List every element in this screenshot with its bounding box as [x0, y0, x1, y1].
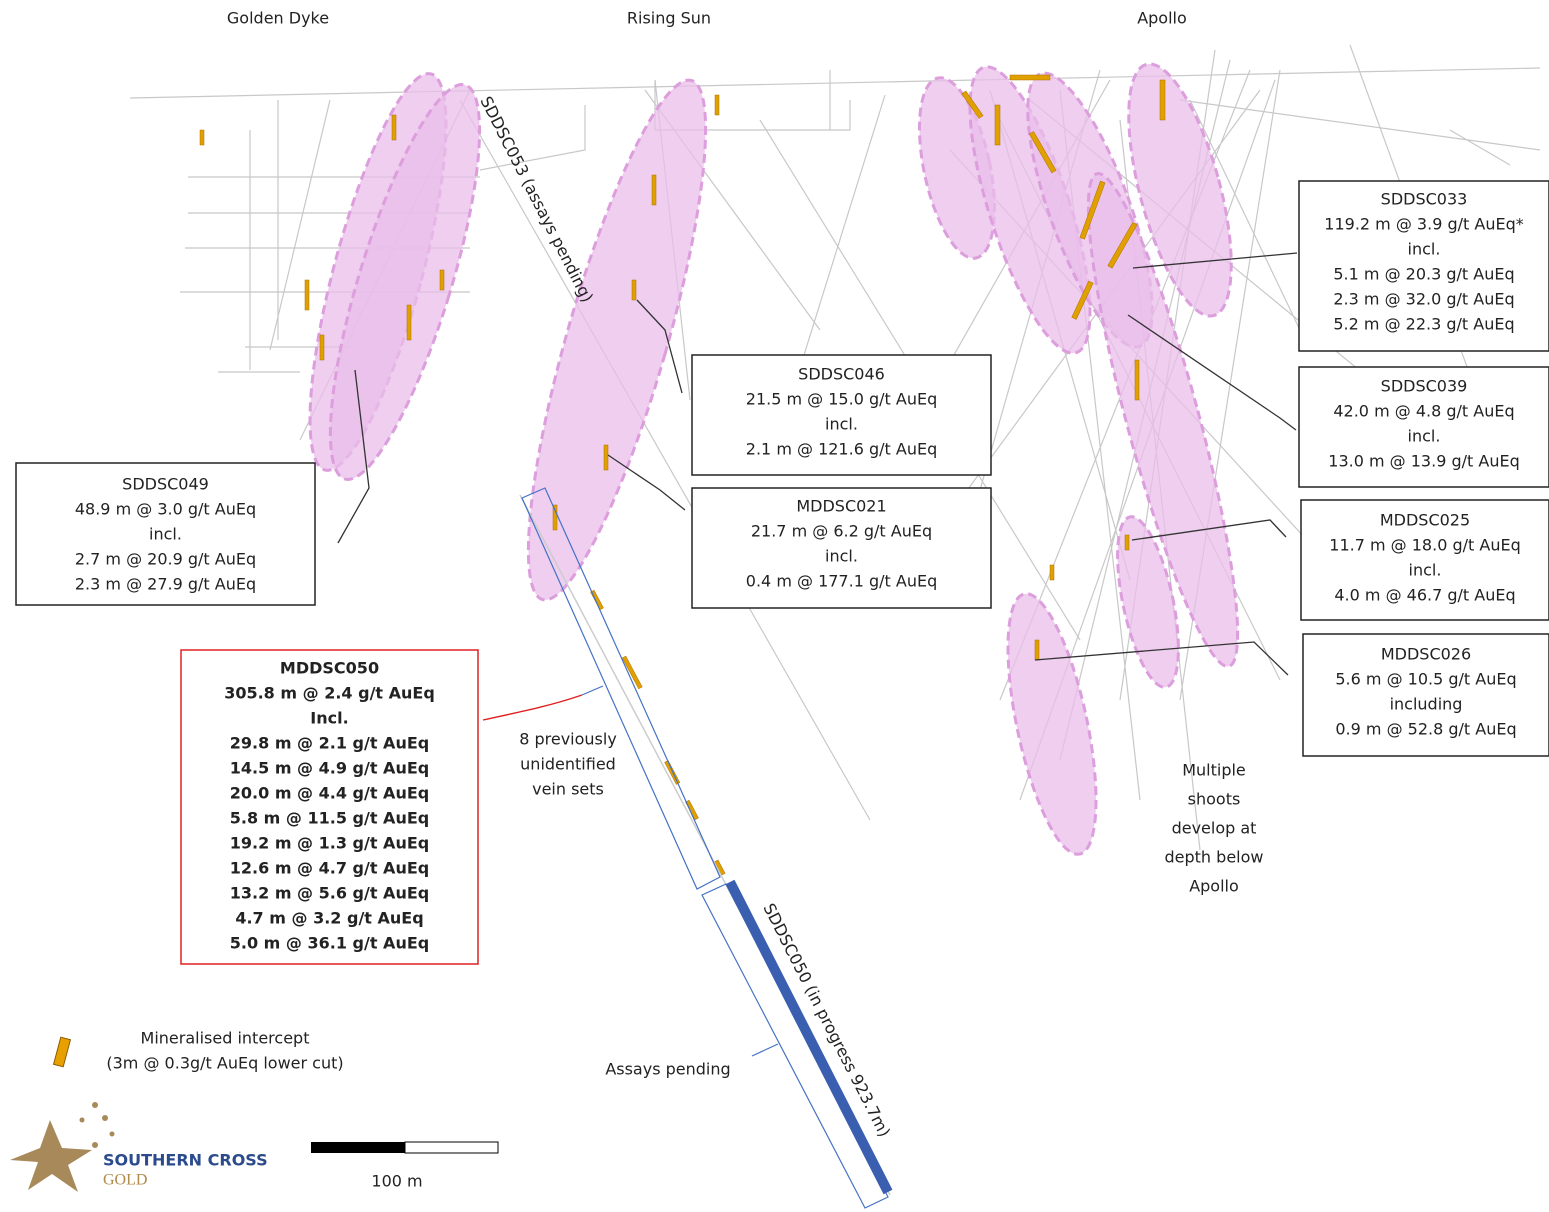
- callout-title: MDDSC025: [1380, 511, 1470, 530]
- callout-box: [1298, 366, 1549, 488]
- callout-line: incl.: [825, 415, 858, 434]
- callout-title: SDDSC049: [122, 475, 209, 494]
- annotation: vein sets: [532, 780, 604, 799]
- annotation: develop at: [1172, 819, 1257, 838]
- callout-title: SDDSC039: [1381, 377, 1468, 396]
- callout-line: 4.0 m @ 46.7 g/t AuEq: [1334, 586, 1515, 605]
- callout-line: 12.6 m @ 4.7 g/t AuEq: [230, 859, 429, 878]
- callout-line: 5.8 m @ 11.5 g/t AuEq: [230, 809, 429, 828]
- leader-lines: [337, 252, 1298, 676]
- callout-line: including: [1390, 695, 1463, 714]
- callout-line: 19.2 m @ 1.3 g/t AuEq: [230, 834, 429, 853]
- callout-box: [1300, 499, 1549, 621]
- callout-line: 42.0 m @ 4.8 g/t AuEq: [1333, 402, 1514, 421]
- legend-label: Mineralised intercept: [141, 1029, 310, 1048]
- callout-title: SDDSC046: [798, 365, 885, 384]
- callout-line: 5.6 m @ 10.5 g/t AuEq: [1335, 670, 1516, 689]
- hole-label: SDDSC050 (in progress 923.7m): [759, 900, 894, 1140]
- annotation: depth below: [1165, 848, 1264, 867]
- logo-text: SOUTHERN CROSS: [103, 1151, 268, 1170]
- callout-box: [1298, 180, 1549, 352]
- callout-line: incl.: [825, 547, 858, 566]
- prospect-label: Rising Sun: [627, 9, 711, 28]
- hole-label: SDDSC053 (assays pending): [476, 93, 597, 305]
- annotation: unidentified: [520, 755, 616, 774]
- callout-box: [691, 487, 992, 609]
- callout-title: SDDSC033: [1381, 190, 1468, 209]
- scale-label: 100 m: [371, 1172, 422, 1191]
- callout-line: 119.2 m @ 3.9 g/t AuEq*: [1324, 215, 1523, 234]
- callout-line: 29.8 m @ 2.1 g/t AuEq: [230, 734, 429, 753]
- annotation: shoots: [1188, 790, 1241, 809]
- callout-line: 13.2 m @ 5.6 g/t AuEq: [230, 884, 429, 903]
- callout-title: MDDSC050: [280, 659, 379, 678]
- callout-line: 21.5 m @ 15.0 g/t AuEq: [746, 390, 937, 409]
- legend-label: (3m @ 0.3g/t AuEq lower cut): [106, 1054, 343, 1073]
- callout-line: 4.7 m @ 3.2 g/t AuEq: [235, 909, 423, 928]
- logo: SOUTHERN CROSS GOLD: [10, 1102, 268, 1192]
- callout-line: 2.1 m @ 121.6 g/t AuEq: [746, 440, 937, 459]
- annotation: Assays pending: [605, 1060, 730, 1079]
- legend: Mineralised intercept (3m @ 0.3g/t AuEq …: [52, 1029, 344, 1073]
- callout-line: 13.0 m @ 13.9 g/t AuEq: [1328, 452, 1519, 471]
- callout-box: [15, 462, 316, 606]
- callout-line: 2.3 m @ 27.9 g/t AuEq: [75, 575, 256, 594]
- callout-line: 305.8 m @ 2.4 g/t AuEq: [224, 684, 435, 703]
- prospect-label: Apollo: [1137, 9, 1187, 28]
- annotation: Apollo: [1189, 877, 1239, 896]
- prospect-label: Golden Dyke: [227, 9, 329, 28]
- callout-line: 0.4 m @ 177.1 g/t AuEq: [746, 572, 937, 591]
- callout-line: incl.: [1408, 427, 1441, 446]
- callout-line: incl.: [149, 525, 182, 544]
- annotations: 8 previously unidentified vein sets Multipl…: [519, 730, 1263, 896]
- annotation: 8 previously: [519, 730, 617, 749]
- callout-line: 5.1 m @ 20.3 g/t AuEq: [1333, 265, 1514, 284]
- callout-line: 11.7 m @ 18.0 g/t AuEq: [1329, 536, 1520, 555]
- prospect-labels: Golden Dyke Rising Sun Apollo: [227, 9, 1187, 28]
- callout-line: incl.: [1409, 561, 1442, 580]
- callout-line: 14.5 m @ 4.9 g/t AuEq: [230, 759, 429, 778]
- callout-line: 21.7 m @ 6.2 g/t AuEq: [751, 522, 932, 541]
- logo-text: GOLD: [103, 1172, 147, 1189]
- callout-line: 5.2 m @ 22.3 g/t AuEq: [1333, 315, 1514, 334]
- callout-line: 5.0 m @ 36.1 g/t AuEq: [230, 934, 429, 953]
- callouts: SDDSC049 48.9 m @ 3.0 g/t AuEq incl. 2.7 m …: [15, 180, 1549, 965]
- callout-line: 0.9 m @ 52.8 g/t AuEq: [1335, 720, 1516, 739]
- callout-box: [1302, 633, 1549, 757]
- callout-line: 20.0 m @ 4.4 g/t AuEq: [230, 784, 429, 803]
- annotation: Multiple: [1182, 761, 1246, 780]
- scale-bar: 100 m: [311, 1141, 499, 1191]
- callout-line: Incl.: [310, 709, 348, 728]
- hole-sddsc050: [482, 487, 893, 1209]
- callout-box: [691, 354, 992, 476]
- callout-line: incl.: [1408, 240, 1441, 259]
- callout-title: MDDSC021: [796, 497, 886, 516]
- callout-box: [180, 649, 479, 965]
- callout-line: 2.3 m @ 32.0 g/t AuEq: [1333, 290, 1514, 309]
- intercepts: [199, 74, 1166, 876]
- callout-line: 48.9 m @ 3.0 g/t AuEq: [75, 500, 256, 519]
- callout-title: MDDSC026: [1381, 645, 1471, 664]
- callout-line: 2.7 m @ 20.9 g/t AuEq: [75, 550, 256, 569]
